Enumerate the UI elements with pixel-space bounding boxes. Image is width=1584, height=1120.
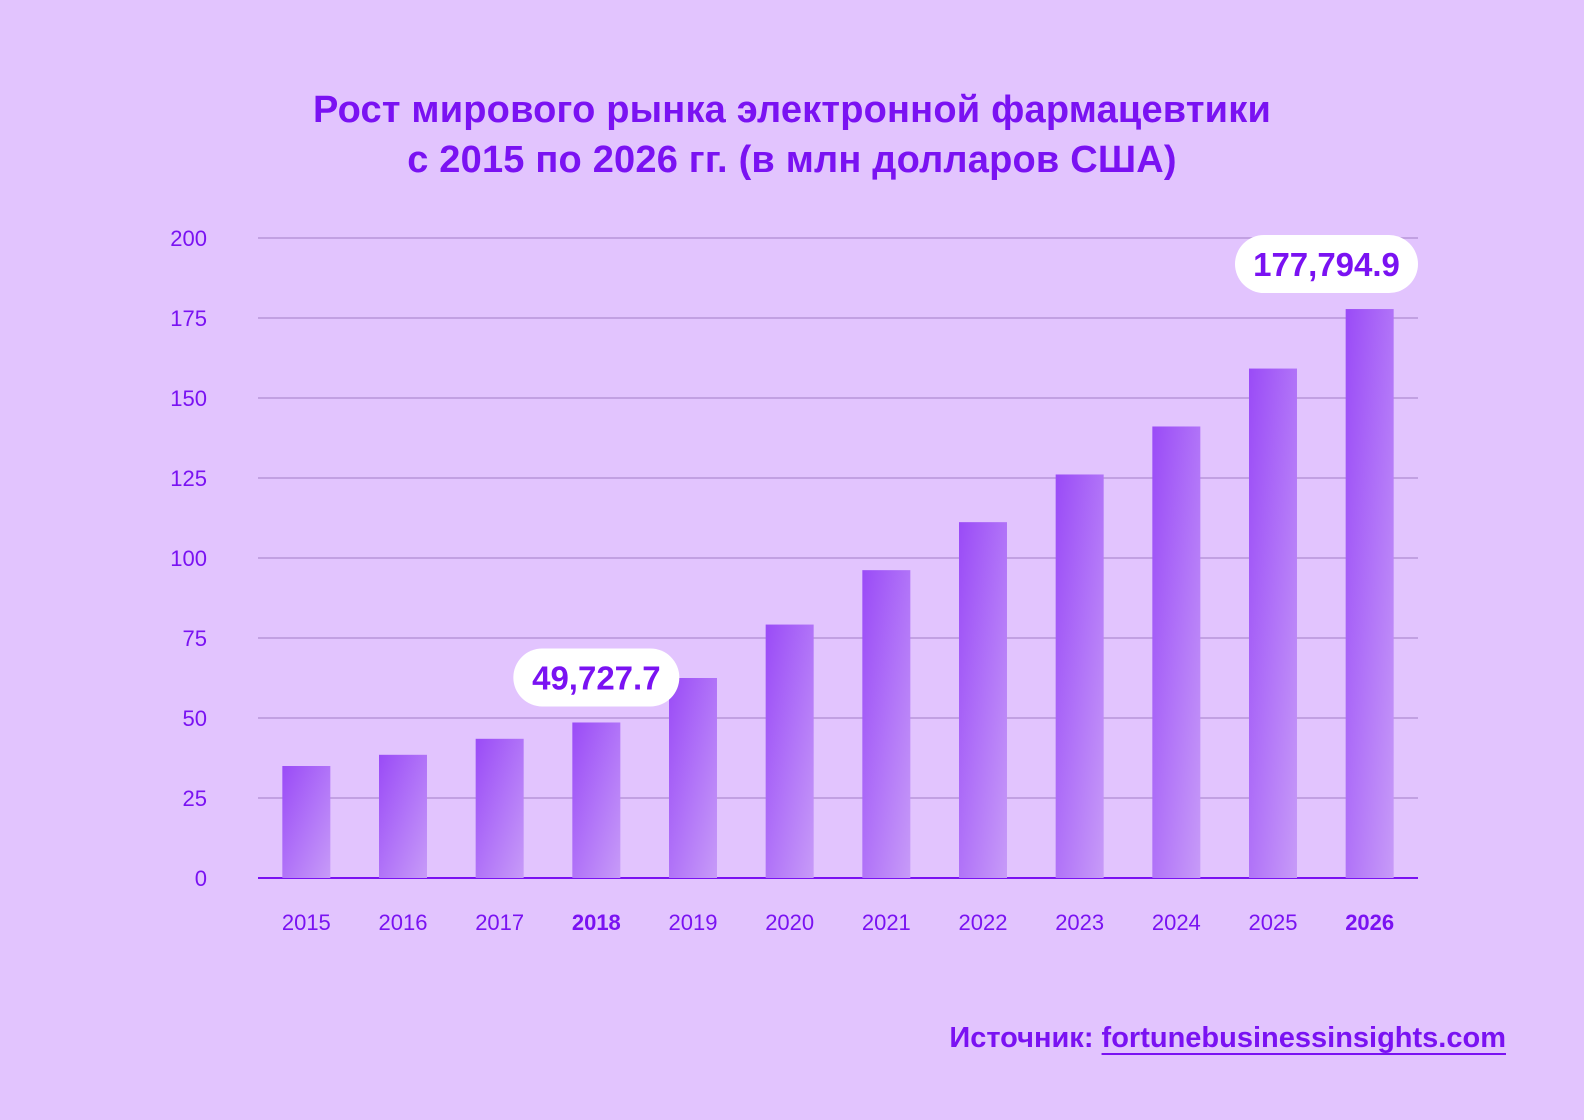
data-label: 49,727.7 (532, 659, 660, 696)
bar-2020 (765, 624, 814, 878)
bar-2023 (1055, 474, 1104, 878)
x-tick-label: 2020 (765, 910, 814, 935)
bar-2018 (572, 722, 621, 878)
data-label-pill-background (513, 648, 680, 707)
y-tick-label: 50 (183, 706, 207, 731)
x-tick-label: 2021 (862, 910, 911, 935)
bar-2021 (862, 570, 911, 878)
x-axis-ticks: 2015 2016 2017 2018 2019 2020 2021 2022 2023 2024… (282, 910, 1394, 935)
source-label: Источник: (949, 1022, 1094, 1054)
data-label-pill-2018: 49,727.7 (513, 648, 680, 707)
y-tick-label: 0 (195, 866, 207, 891)
x-tick-label: 2017 (475, 910, 524, 935)
bar-2022 (959, 522, 1007, 878)
source-line: Источник: fortunebusinessinsights.com (949, 1022, 1506, 1055)
bars (282, 309, 1394, 878)
x-tick-label: 2024 (1152, 910, 1201, 935)
bar-2015 (282, 766, 331, 878)
y-tick-label: 25 (183, 786, 207, 811)
x-tick-label: 2016 (379, 910, 428, 935)
y-tick-label: 150 (170, 386, 207, 411)
bar-2019 (669, 678, 717, 878)
bar-2026 (1345, 309, 1394, 878)
x-tick-label: 2015 (282, 910, 331, 935)
x-tick-label: 2019 (669, 910, 718, 935)
x-tick-label: 2023 (1055, 910, 1104, 935)
bar-2016 (379, 754, 427, 878)
gridlines (258, 237, 1418, 879)
source-link[interactable]: fortunebusinessinsights.com (1101, 1022, 1506, 1054)
x-tick-label: 2022 (959, 910, 1008, 935)
y-tick-label: 175 (170, 306, 207, 331)
data-label-pill-background (1235, 235, 1418, 294)
chart-title-line-2: с 2015 по 2026 гг. (в млн долларов США) (407, 139, 1177, 181)
chart-title-line-1: Рост мирового рынка электронной фармацев… (312, 89, 1272, 131)
x-tick-label: 2026 (1345, 910, 1394, 935)
annotations: 49,727.7 177,794.9 (513, 235, 1418, 707)
y-tick-label: 100 (170, 546, 207, 571)
y-tick-label: 125 (170, 466, 207, 491)
data-label-pill-2026: 177,794.9 (1235, 235, 1418, 294)
y-tick-label: 200 (170, 226, 207, 251)
x-tick-label: 2025 (1249, 910, 1298, 935)
y-tick-label: 75 (183, 626, 207, 651)
x-tick-label: 2018 (572, 910, 621, 935)
data-label: 177,794.9 (1253, 246, 1400, 283)
bar-2025 (1249, 368, 1297, 878)
y-axis-ticks: 0 25 50 75 100 125 150 175 200 (170, 226, 207, 891)
bar-2017 (475, 738, 524, 878)
bar-2024 (1152, 426, 1201, 878)
